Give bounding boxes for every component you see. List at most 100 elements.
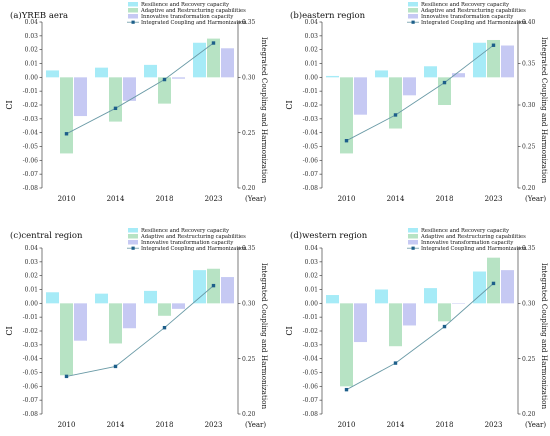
bar-2-1 (403, 303, 416, 326)
y-axis-title: CI (285, 326, 294, 335)
y-axis-title: CI (285, 100, 294, 109)
y2-tick-label: 0.35 (522, 245, 536, 252)
bar-0-0 (46, 292, 59, 304)
x-tick-label: 2018 (156, 195, 174, 203)
y-tick-label: -0.04 (23, 356, 39, 363)
line-marker-2 (162, 77, 167, 82)
legend-swatch-2 (408, 240, 418, 245)
bar-1-0 (340, 77, 353, 154)
bar-1-1 (109, 77, 122, 122)
legend-label: Innovative transformation capacity (421, 240, 513, 246)
bar-2-3 (501, 45, 514, 78)
legend-line-marker (411, 246, 415, 250)
bar-2-1 (123, 77, 136, 101)
x-tick-label: 2023 (485, 421, 503, 429)
legend-label: Adaptive and Restructuring capabilities (140, 8, 246, 14)
bar-1-0 (340, 303, 353, 387)
y-tick-label: 0.01 (25, 287, 38, 294)
bar-0-3 (473, 42, 486, 78)
y2-axis-title: Integrated Coupling and Harmonization (540, 263, 549, 410)
legend-swatch-0 (408, 228, 418, 233)
y-tick-label: 0.01 (305, 287, 318, 294)
legend-line-marker (131, 246, 135, 250)
y-tick-label: 0.00 (305, 300, 319, 307)
x-tick-label: 2010 (58, 421, 76, 429)
y2-tick-label: 0.30 (242, 75, 256, 82)
x-tick-label: 2023 (485, 195, 503, 203)
x-unit-label: (Year) (245, 195, 266, 203)
line-marker-3 (491, 43, 496, 47)
y-tick-label: -0.07 (303, 171, 319, 178)
y-tick-label: -0.03 (23, 116, 39, 123)
legend-label: Adaptive and Restructuring capabilities (420, 8, 526, 14)
bar-1-1 (109, 303, 122, 344)
bar-0-2 (424, 66, 437, 78)
y-tick-label: -0.01 (303, 88, 318, 95)
y-tick-label: 0.03 (305, 259, 319, 266)
y-tick-label: 0.02 (25, 273, 39, 280)
chart-panel-2: (c)central region 0.04 0.03 0.02 0.01 0.00 -0.… (5, 228, 269, 429)
line-series (66, 42, 214, 135)
y-tick-label: -0.03 (23, 342, 39, 349)
legend-swatch-1 (408, 8, 418, 13)
x-unit-label: (Year) (245, 421, 266, 429)
bar-1-0 (60, 303, 73, 376)
y-tick-label: -0.08 (23, 185, 39, 192)
y-tick-label: -0.02 (303, 102, 319, 109)
bar-0-1 (375, 70, 388, 78)
y-tick-label: 0.00 (25, 300, 39, 307)
y2-tick-label: 0.30 (242, 301, 256, 308)
legend-label: Resilience and Recovery capacity (421, 228, 509, 234)
y-tick-label: -0.05 (303, 370, 319, 377)
legend-label: Adaptive and Restructuring capabilities (420, 234, 526, 240)
x-tick-label: 2023 (205, 421, 223, 429)
x-tick-label: 2018 (156, 421, 174, 429)
bar-1-2 (158, 303, 171, 316)
line-marker-3 (211, 41, 216, 45)
y2-tick-label: 0.25 (522, 356, 536, 363)
line-marker-0 (344, 387, 349, 392)
y2-tick-label: 0.20 (522, 185, 536, 192)
y2-tick-label: 0.20 (242, 411, 256, 418)
y-tick-label: -0.03 (303, 116, 319, 123)
y-axis-title: CI (5, 326, 14, 335)
bar-0-0 (46, 70, 59, 78)
y2-axis-title: Integrated Coupling and Harmonization (540, 37, 549, 184)
y2-axis-title: Integrated Coupling and Harmonization (260, 37, 269, 184)
y-tick-label: 0.02 (25, 47, 39, 54)
y-tick-label: -0.02 (303, 328, 319, 335)
y-tick-label: 0.04 (305, 245, 319, 252)
y-tick-label: 0.01 (305, 61, 318, 68)
panel-title: (d)western region (290, 230, 368, 241)
bar-0-2 (144, 290, 157, 304)
line-marker-3 (491, 281, 496, 286)
legend-label: Integrated Coupling and Harmonization (141, 246, 247, 252)
y-tick-label: -0.08 (303, 411, 319, 418)
bar-1-2 (438, 303, 451, 322)
y-tick-label: -0.04 (303, 356, 319, 363)
x-tick-label: 2014 (107, 421, 125, 429)
panel-title: (b)eastern region (290, 10, 366, 21)
y-tick-label: 0.00 (25, 74, 39, 81)
bar-2-3 (221, 48, 234, 78)
line-marker-1 (393, 113, 398, 117)
legend-label: Innovative transformation capacity (141, 14, 233, 20)
line-marker-2 (442, 324, 447, 329)
bar-1-2 (158, 77, 171, 104)
y-tick-label: -0.06 (303, 157, 319, 164)
x-tick-label: 2014 (387, 421, 405, 429)
legend-label: Integrated Coupling and Harmonization (421, 20, 527, 26)
y-tick-label: -0.08 (303, 185, 319, 192)
bar-0-3 (473, 271, 486, 304)
legend-label: Integrated Coupling and Harmonization (421, 246, 527, 252)
y-tick-label: 0.03 (25, 259, 39, 266)
legend-label: Innovative transformation capacity (141, 240, 233, 246)
legend-swatch-0 (128, 228, 138, 233)
bar-0-1 (95, 293, 108, 304)
y-tick-label: 0.00 (305, 74, 319, 81)
legend-swatch-0 (128, 2, 138, 7)
legend-line-marker (131, 20, 135, 24)
line-marker-0 (344, 138, 349, 143)
y-tick-label: 0.03 (305, 33, 319, 40)
